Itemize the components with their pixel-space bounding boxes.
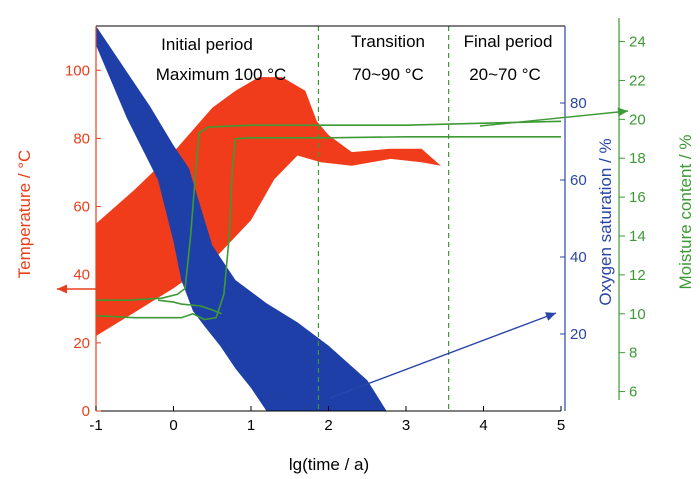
temperature-tick-label: 0 bbox=[82, 403, 90, 420]
temperature-tick-label: 60 bbox=[73, 199, 90, 216]
x-tick-label: 0 bbox=[169, 417, 177, 434]
x-tick-label: 2 bbox=[324, 417, 332, 434]
moisture-tick-label: 14 bbox=[629, 228, 646, 245]
moisture-tick-label: 10 bbox=[629, 306, 646, 323]
oxygen-arrow-head bbox=[545, 312, 556, 321]
moisture-tick-label: 8 bbox=[629, 345, 637, 362]
initial-period-range: Maximum 100 °C bbox=[156, 65, 287, 84]
axes-layer: -1 0 1 2 3 4 502040608010020406080681012141618… bbox=[65, 34, 646, 434]
moisture-tick-label: 20 bbox=[629, 111, 646, 128]
x-tick-label: 5 bbox=[557, 417, 565, 434]
oxygen-band bbox=[96, 26, 387, 411]
final-period-label: Final period bbox=[464, 32, 553, 51]
temperature-band bbox=[96, 77, 561, 343]
moisture-arrow-head bbox=[617, 107, 628, 117]
moisture-trace-2 bbox=[157, 299, 222, 315]
moisture-trace-1 bbox=[96, 136, 561, 321]
temperature-tick-label: 80 bbox=[73, 130, 90, 147]
temperature-tick-label: 40 bbox=[73, 267, 90, 284]
plot-frame bbox=[95, 18, 620, 412]
moisture-arrow-line bbox=[479, 110, 629, 127]
oxygen-tick-label: 60 bbox=[570, 172, 587, 189]
x-tick-label: 3 bbox=[402, 417, 410, 434]
series-layer bbox=[96, 26, 561, 411]
temperature-tick-label: 100 bbox=[65, 62, 90, 79]
oxygen-tick-label: 20 bbox=[570, 326, 587, 343]
moisture-tick-label: 18 bbox=[629, 150, 646, 167]
moisture-axis-title: Moisture content / % bbox=[676, 135, 695, 290]
x-tick-label: 4 bbox=[479, 417, 487, 434]
moisture-trace-0 bbox=[96, 120, 561, 302]
final-period-range: 20~70 °C bbox=[469, 65, 541, 84]
annotation-layer bbox=[57, 107, 629, 399]
moisture-tick-label: 22 bbox=[629, 72, 646, 89]
oxygen-tick-label: 80 bbox=[570, 95, 587, 112]
x-axis-title: lg(time / a) bbox=[289, 455, 369, 474]
initial-period-label: Initial period bbox=[161, 35, 253, 54]
oxygen-tick-label: 40 bbox=[570, 249, 587, 266]
temperature-tick-label: 20 bbox=[73, 335, 90, 352]
transition-label: Transition bbox=[351, 32, 425, 51]
transition-range: 70~90 °C bbox=[352, 65, 424, 84]
moisture-tick-label: 16 bbox=[629, 189, 646, 206]
temperature-axis-title: Temperature / °C bbox=[15, 150, 34, 279]
moisture-tick-label: 24 bbox=[629, 34, 646, 51]
oxygen-arrow-line bbox=[329, 312, 557, 399]
moisture-tick-label: 12 bbox=[629, 267, 646, 284]
x-tick-label: -1 bbox=[89, 417, 102, 434]
oxygen-axis-title: Oxygen saturation / % bbox=[596, 138, 615, 305]
temperature-arrow-head bbox=[57, 284, 67, 294]
moisture-tick-label: 6 bbox=[629, 384, 637, 401]
x-tick-label: 1 bbox=[247, 417, 255, 434]
